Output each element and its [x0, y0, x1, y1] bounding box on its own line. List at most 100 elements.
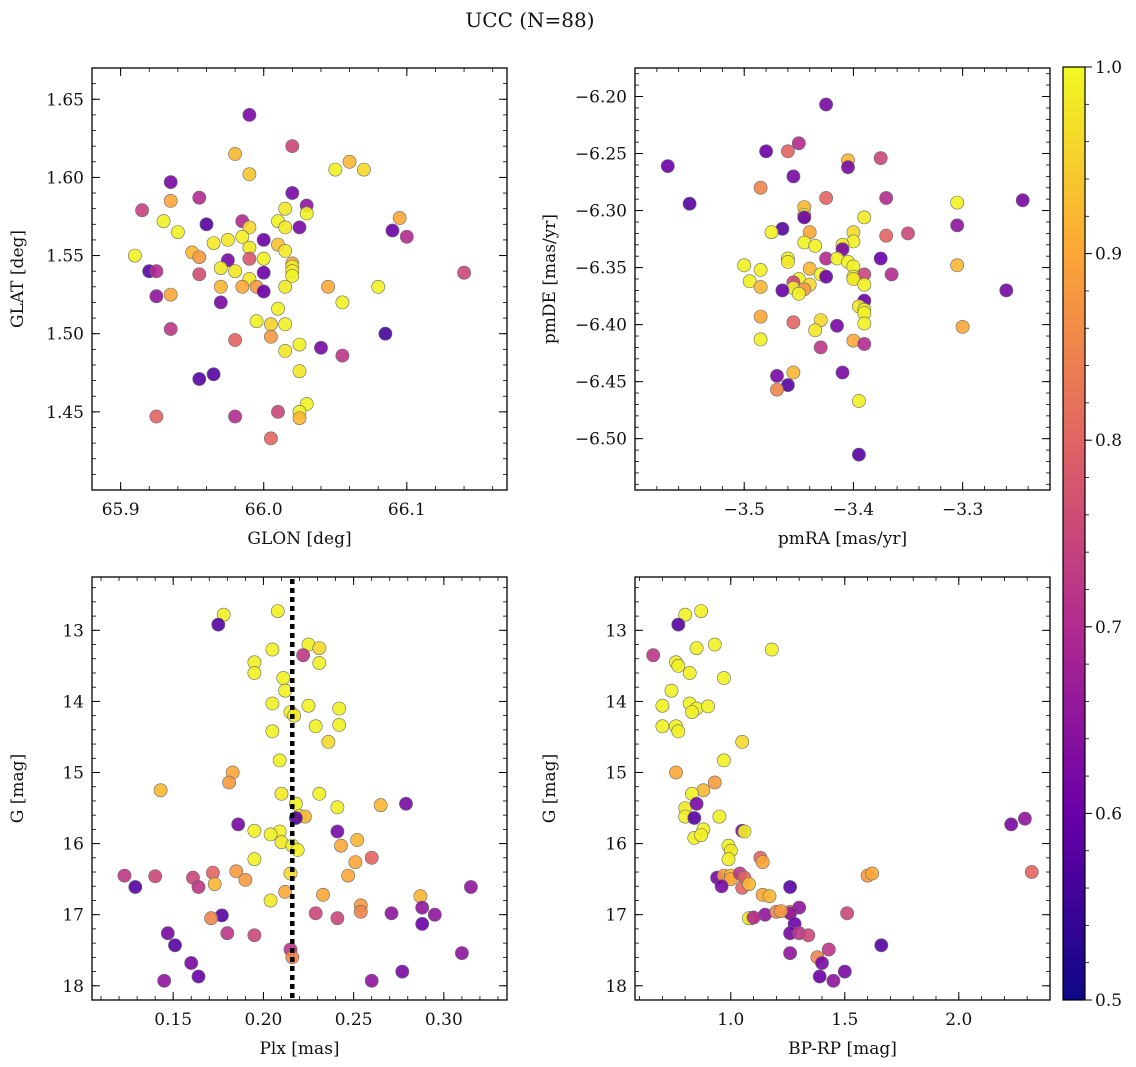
- data-point: [334, 838, 348, 853]
- data-point: [755, 855, 770, 869]
- data-point: [296, 648, 310, 663]
- colorbar: 0.5 0.6 0.7 0.8 0.9 1.0: [1062, 58, 1122, 1011]
- data-point: [204, 911, 218, 926]
- y-tick-label: 1.60: [46, 168, 84, 188]
- data-point: [242, 108, 257, 122]
- x-tick-label: 2.0: [945, 1010, 972, 1030]
- data-point: [249, 314, 264, 329]
- data-point: [256, 232, 271, 247]
- data-point: [689, 796, 704, 811]
- data-point: [265, 696, 280, 711]
- data-point: [791, 136, 806, 151]
- y-axis-label: pmDE [mas/yr]: [540, 214, 560, 344]
- data-point: [884, 267, 899, 282]
- data-point: [753, 309, 768, 324]
- data-point: [753, 332, 768, 347]
- data-point: [764, 642, 779, 657]
- data-point: [775, 283, 790, 298]
- data-point: [353, 904, 368, 919]
- data-point: [285, 268, 300, 283]
- y-tick-label: 16: [605, 835, 627, 855]
- data-point: [852, 447, 866, 462]
- y-tick-label: −6.25: [575, 145, 627, 165]
- data-point: [808, 323, 823, 338]
- data-point: [271, 301, 285, 316]
- data-point: [364, 850, 379, 865]
- data-point: [770, 382, 784, 397]
- data-point: [213, 279, 228, 294]
- x-tick-label: 0.20: [244, 1010, 282, 1030]
- y-tick-label: 14: [62, 692, 84, 712]
- data-point: [378, 326, 393, 341]
- x-axis-label: BP-RP [mag]: [788, 1039, 897, 1059]
- data-point: [153, 783, 168, 798]
- colorbar-tick-label: 0.6: [1095, 804, 1122, 824]
- data-point: [192, 190, 207, 205]
- data-point: [1004, 817, 1019, 832]
- data-point: [879, 228, 894, 243]
- y-tick-label: 18: [62, 977, 84, 997]
- data-point: [873, 251, 888, 266]
- x-tick-label: 0.25: [335, 1010, 373, 1030]
- data-point: [265, 642, 280, 657]
- data-point: [301, 698, 316, 713]
- data-point: [170, 225, 185, 239]
- x-axis-label: GLON [deg]: [247, 529, 351, 549]
- y-tick-label: −6.30: [575, 202, 627, 222]
- data-point: [671, 724, 686, 739]
- data-point: [879, 191, 894, 205]
- y-axis-label: GLAT [deg]: [8, 230, 28, 328]
- data-point: [735, 735, 750, 749]
- data-point: [781, 254, 795, 269]
- data-point: [753, 180, 768, 195]
- data-point: [263, 317, 278, 332]
- data-point: [278, 279, 293, 294]
- data-point: [955, 319, 970, 334]
- data-point: [830, 318, 844, 333]
- data-point: [399, 229, 414, 244]
- data-point: [247, 928, 262, 943]
- data-point: [192, 267, 207, 282]
- data-point: [330, 824, 345, 839]
- data-point: [157, 973, 172, 988]
- y-tick-label: 1.45: [46, 403, 84, 423]
- data-point: [335, 295, 350, 310]
- data-point: [746, 910, 761, 925]
- data-point: [278, 317, 293, 332]
- data-point: [678, 607, 693, 622]
- y-tick-label: −6.45: [575, 373, 627, 393]
- data-point: [247, 852, 262, 867]
- y-axis-label: G [mag]: [540, 754, 560, 823]
- data-point: [242, 220, 257, 235]
- colorbar-tick-label: 0.5: [1095, 991, 1122, 1011]
- data-point: [163, 287, 178, 302]
- data-point: [235, 279, 250, 294]
- data-point: [263, 329, 278, 344]
- data-point: [278, 243, 293, 258]
- data-point: [128, 880, 143, 894]
- data-point: [211, 617, 226, 632]
- data-point: [737, 258, 752, 273]
- points: [127, 108, 471, 446]
- data-point: [797, 210, 812, 225]
- data-point: [199, 217, 214, 232]
- data-point: [415, 900, 430, 915]
- data-point: [770, 368, 784, 383]
- data-point: [802, 261, 817, 276]
- data-point: [742, 274, 757, 289]
- data-point: [682, 196, 697, 211]
- data-point: [753, 262, 768, 277]
- data-point: [156, 214, 171, 229]
- data-point: [117, 868, 132, 883]
- data-point: [308, 719, 323, 734]
- data-point: [786, 315, 801, 330]
- data-point: [874, 938, 889, 953]
- y-tick-label: 17: [605, 906, 627, 926]
- data-point: [655, 698, 670, 713]
- data-point: [786, 169, 801, 184]
- data-point: [846, 272, 861, 286]
- data-point: [701, 699, 715, 714]
- x-tick-label: 1.5: [831, 1010, 858, 1030]
- y-tick-label: −6.40: [575, 316, 627, 336]
